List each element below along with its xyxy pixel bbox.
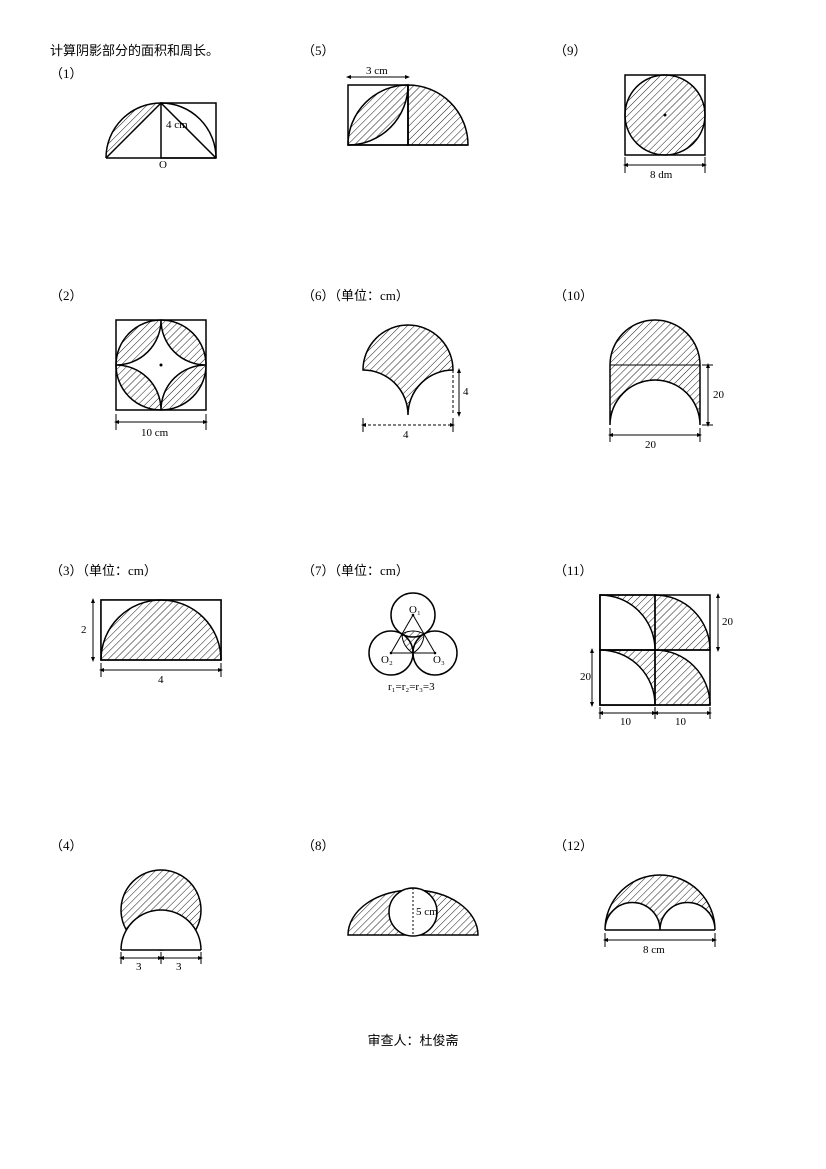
cell-8: （8） 5 cm <box>302 835 524 980</box>
problem-3-label: （3）（单位：cm） <box>50 560 272 579</box>
dim-11d: 20 <box>580 671 592 683</box>
dim-2: 10 cm <box>141 427 169 439</box>
problem-4-label: （4） <box>50 835 272 854</box>
cell-10: （10） 20 20 <box>554 285 776 460</box>
problem-5-diagram: 3 cm <box>302 65 524 175</box>
cell-12: （12） 8 cm <box>554 835 776 980</box>
problem-4-diagram: 3 3 <box>50 860 272 980</box>
dim-10w: 20 <box>645 439 657 451</box>
problem-8-diagram: 5 cm <box>302 860 524 960</box>
dim-9: 8 dm <box>650 169 673 181</box>
dim-1: 4 cm <box>166 119 188 131</box>
o3: O₃ <box>433 654 445 666</box>
problem-7-label: （7）（单位：cm） <box>302 560 524 579</box>
o2: O₂ <box>381 654 393 666</box>
cell-3: （3）（单位：cm） 2 4 <box>50 560 272 735</box>
page-title: 计算阴影部分的面积和周长。 <box>50 40 272 59</box>
cell-1: 计算阴影部分的面积和周长。 （1） 4 cm O <box>50 40 272 185</box>
problem-1-diagram: 4 cm O <box>50 88 272 168</box>
dim-11c: 20 <box>722 616 734 628</box>
origin-1: O <box>159 159 167 168</box>
dim-6w: 4 <box>403 429 409 441</box>
dim-4l: 3 <box>136 961 142 973</box>
footer-text: 审查人：杜俊斋 <box>50 1030 776 1049</box>
problem-11-label: （11） <box>554 560 776 579</box>
dim-4r: 3 <box>176 961 182 973</box>
problem-10-label: （10） <box>554 285 776 304</box>
cell-5: （5） 3 cm <box>302 40 524 185</box>
page-grid: 计算阴影部分的面积和周长。 （1） 4 cm O （5） <box>50 40 776 980</box>
o1: O₁ <box>409 604 421 616</box>
cell-4: （4） 3 3 <box>50 835 272 980</box>
cell-2: （2） 10 cm <box>50 285 272 460</box>
problem-6-label: （6）（单位：cm） <box>302 285 524 304</box>
cell-6: （6）（单位：cm） 4 4 <box>302 285 524 460</box>
cell-9: （9） 8 dm <box>554 40 776 185</box>
radii: r₁=r₂=r₃=3 <box>388 681 435 693</box>
problem-5-label: （5） <box>302 40 524 59</box>
dim-10h: 20 <box>713 389 725 401</box>
dim-3w: 4 <box>158 674 164 686</box>
dim-5: 3 cm <box>366 65 388 77</box>
dim-11b: 10 <box>675 716 687 728</box>
problem-3-diagram: 2 4 <box>50 585 272 695</box>
problem-8-label: （8） <box>302 835 524 854</box>
problem-7-diagram: O₁ O₂ O₃ r₁=r₂=r₃=3 <box>302 585 524 725</box>
dim-3h: 2 <box>81 624 87 636</box>
dim-11a: 10 <box>620 716 632 728</box>
problem-2-label: （2） <box>50 285 272 304</box>
dim-6h: 4 <box>463 386 469 398</box>
problem-2-diagram: 10 cm <box>50 310 272 450</box>
problem-11-diagram: 20 20 10 10 <box>554 585 776 735</box>
problem-10-diagram: 20 20 <box>554 310 776 460</box>
problem-6-diagram: 4 4 <box>302 310 524 450</box>
dim-12: 8 cm <box>643 944 665 956</box>
problem-9-label: （9） <box>554 40 776 59</box>
problem-1-label: （1） <box>50 63 272 82</box>
problem-9-diagram: 8 dm <box>554 65 776 185</box>
problem-12-diagram: 8 cm <box>554 860 776 960</box>
cell-11: （11） 20 20 10 10 <box>554 560 776 735</box>
problem-12-label: （12） <box>554 835 776 854</box>
dim-8: 5 cm <box>416 906 438 918</box>
cell-7: （7）（单位：cm） O₁ O₂ O₃ r₁=r₂=r₃=3 <box>302 560 524 735</box>
